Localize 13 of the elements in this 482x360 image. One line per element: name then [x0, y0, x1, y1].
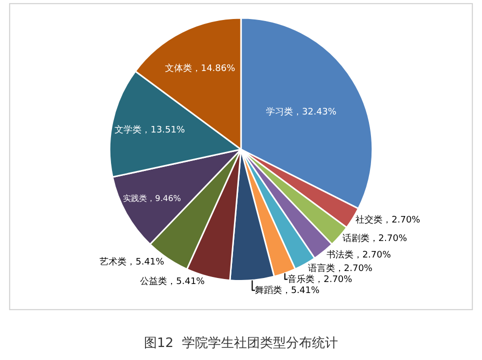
- slice-label: 书法类，2.70%: [326, 249, 392, 260]
- slice-label: 语言类，2.70%: [308, 262, 373, 274]
- slice-label: 学习类，32.43%: [266, 106, 337, 118]
- slice-label: 公益类，5.41%: [140, 276, 206, 288]
- slice-label: 文体类，14.86%: [164, 62, 236, 74]
- slice-label: 话剧类，2.70%: [342, 233, 408, 244]
- slice-label: 舞蹈类，5.41%: [254, 284, 320, 296]
- slice-label: 社交类，2.70%: [356, 214, 421, 226]
- text: 图12 学院学生社团类型分布统计: [144, 336, 338, 351]
- slice-label: 文学类，13.51%: [114, 124, 186, 136]
- slice-label: 艺术类，5.41%: [100, 256, 165, 268]
- slice-label: 实践类，9.46%: [123, 193, 182, 204]
- slice-label: 音乐类，2.70%: [288, 274, 353, 285]
